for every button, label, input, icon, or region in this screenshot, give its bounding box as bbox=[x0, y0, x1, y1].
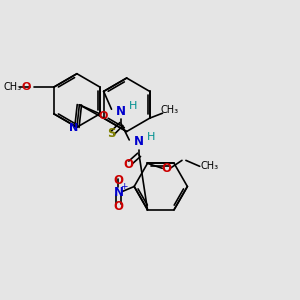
Text: N: N bbox=[134, 135, 144, 148]
Text: S: S bbox=[107, 128, 116, 140]
Text: O: O bbox=[113, 200, 123, 213]
Text: O: O bbox=[161, 162, 171, 175]
Text: CH₃: CH₃ bbox=[160, 105, 178, 115]
Text: O: O bbox=[123, 158, 133, 171]
Text: H: H bbox=[147, 132, 155, 142]
Text: N: N bbox=[113, 186, 123, 199]
Text: CH₃: CH₃ bbox=[200, 161, 219, 171]
Text: H: H bbox=[129, 101, 137, 111]
Text: O: O bbox=[113, 174, 123, 187]
Text: N: N bbox=[116, 105, 126, 118]
Text: CH₃: CH₃ bbox=[3, 82, 22, 92]
Text: O: O bbox=[22, 82, 31, 92]
Text: N: N bbox=[69, 123, 79, 133]
Text: +: + bbox=[121, 182, 128, 191]
Text: O: O bbox=[98, 111, 108, 121]
